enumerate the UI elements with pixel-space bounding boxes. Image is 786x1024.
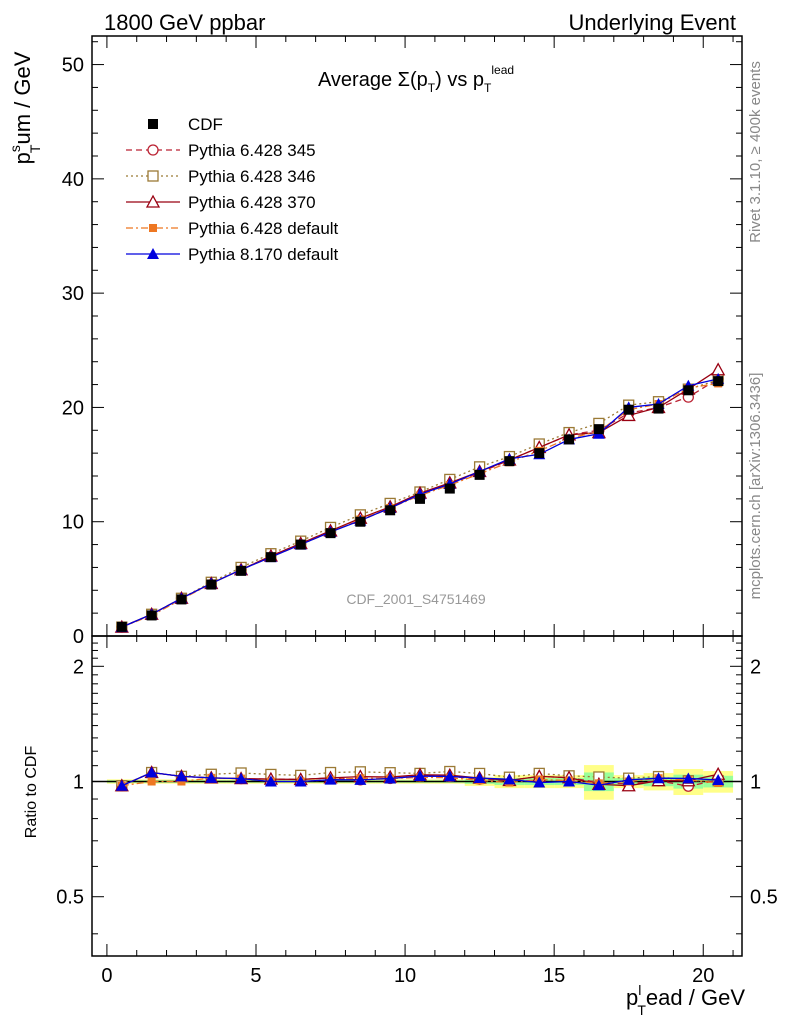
point-cdf [683,385,694,396]
y-tick-label: 40 [62,169,84,191]
y-axis-label: ps Tum / GeV [7,51,43,164]
ratio-point-pythia-8-170-default [294,775,307,787]
ratio-tick-label: 0.5 [56,887,84,909]
watermark-text: CDF_2001_S4751469 [346,591,486,607]
legend-marker-pythia-6-428-default [149,224,157,232]
point-cdf [176,594,187,605]
header-right: Underlying Event [568,10,736,35]
point-cdf [206,579,217,590]
x-tick-label: 5 [250,965,261,987]
y-tick-label: 20 [62,397,84,419]
ratio-point-pythia-6-428-default [147,777,156,786]
point-pythia-6-428-370 [621,408,636,422]
y-tick-label: 30 [62,283,84,305]
ratio-point-pythia-8-170-default [592,779,605,791]
series-line-pythia-6-428-346 [121,379,719,628]
plot-title: Average Σ(pT) vs pTlead [318,63,514,95]
ratio-point-pythia-8-170-default [533,776,546,788]
ratio-point-pythia-8-170-default [354,773,367,785]
ratio-point-pythia-8-170-default [473,772,486,784]
legend-label-pythia-6-428-345: Pythia 6.428 345 [188,141,316,160]
ratio-point-pythia-8-170-default [413,770,426,782]
ratio-point-pythia-8-170-default [324,773,337,785]
point-cdf [593,424,604,435]
ratio-frame [91,635,743,957]
ratio-point-pythia-8-170-default [503,773,516,785]
point-cdf [414,493,425,504]
y-tick-label: 10 [62,512,84,534]
ratio-point-pythia-8-170-default [235,772,248,784]
point-cdf [564,434,575,445]
rivet-label: Rivet 3.1.10, ≥ 400k events [747,61,764,243]
ratio-point-pythia-8-170-default [145,766,158,778]
ratio-point-pythia-8-170-default [384,772,397,784]
ratio-tick-label-right: 0.5 [750,887,778,909]
x-tick-label: 20 [692,965,714,987]
y-tick-label: 0 [73,626,84,648]
ratio-point-pythia-8-170-default [652,772,665,784]
legend-label-pythia-8-170-default: Pythia 8.170 default [188,245,339,264]
point-cdf [295,539,306,550]
x-axis-label: pl Tead / GeV [626,982,745,1018]
ratio-point-pythia-6-428-default [177,777,186,786]
point-cdf [504,456,515,467]
ratio-point-pythia-8-170-default [563,775,576,787]
ratio-point-pythia-8-170-default [115,779,128,791]
legend-marker-pythia-6-428-345 [147,144,159,156]
point-cdf [146,610,157,621]
legend-label-pythia-6-428-346: Pythia 6.428 346 [188,167,316,186]
x-tick-label: 10 [394,965,416,987]
ratio-tick-label-right: 1 [750,772,761,794]
point-cdf [116,621,127,632]
ratio-y-axis-label: Ratio to CDF [23,746,40,839]
ratio-point-pythia-8-170-default [175,770,188,782]
legend-marker-pythia-8-170-default [147,248,159,259]
mcplots-label: mcplots.cern.ch [arXiv:1306.3436] [747,373,764,600]
point-cdf [713,376,724,387]
ratio-tick-label: 2 [73,656,84,678]
legend-label-pythia-6-428-370: Pythia 6.428 370 [188,193,316,212]
legend-marker-cdf [148,119,158,129]
point-cdf [653,403,664,414]
point-cdf [325,528,336,539]
ratio-point-pythia-8-170-default [264,775,277,787]
point-cdf [265,552,276,563]
ratio-point-pythia-8-170-default [712,774,725,786]
point-cdf [623,404,634,415]
legend-marker-pythia-6-428-346 [147,170,159,182]
point-cdf [355,516,366,527]
legend-marker-pythia-6-428-370 [145,194,161,208]
ratio-point-pythia-8-170-default [622,773,635,785]
ratio-point-pythia-8-170-default [205,771,218,783]
x-tick-label: 15 [543,965,565,987]
ratio-tick-label: 1 [73,772,84,794]
legend-label-pythia-6-428-default: Pythia 6.428 default [188,219,339,238]
ratio-point-pythia-8-170-default [682,772,695,784]
point-cdf [534,448,545,459]
ratio-tick-label-right: 2 [750,656,761,678]
point-cdf [474,469,485,480]
point-cdf [444,483,455,494]
x-tick-label: 0 [101,965,112,987]
point-cdf [236,565,247,576]
legend-label-cdf: CDF [188,115,223,134]
point-cdf [385,505,396,516]
header-left: 1800 GeV ppbar [104,10,265,35]
ratio-point-pythia-8-170-default [443,770,456,782]
y-tick-label: 50 [62,55,84,77]
